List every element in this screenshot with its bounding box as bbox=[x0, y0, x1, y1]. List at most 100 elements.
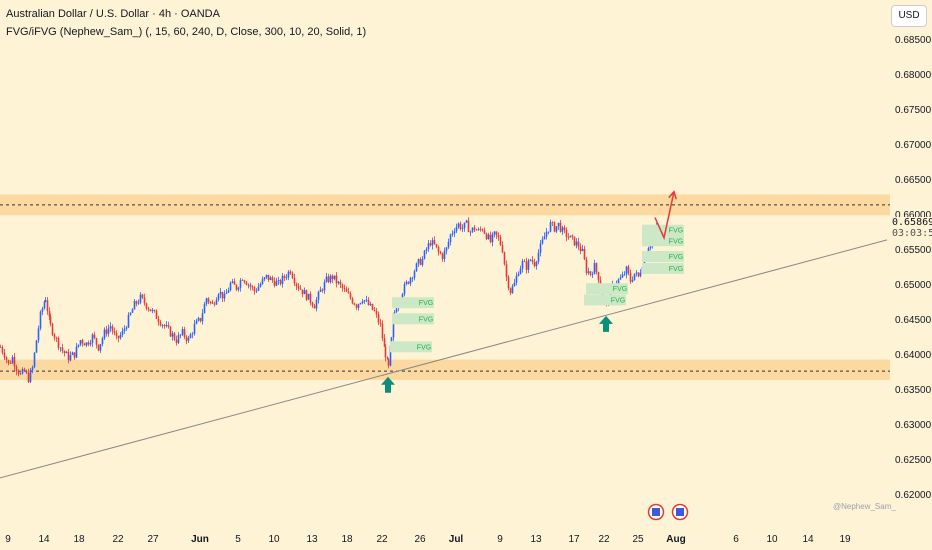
candle-body bbox=[65, 351, 68, 354]
candle-body bbox=[87, 342, 90, 345]
fvg-labels: FVG FVG FVG FVG FVG FVG FVG FVG FVG bbox=[390, 224, 684, 353]
indicator-legend[interactable]: FVG/iFVG (Nephew_Sam_) (, 15, 60, 240, D… bbox=[6, 26, 367, 38]
price-tick: 0.68000 bbox=[895, 70, 932, 81]
candle-body bbox=[13, 356, 16, 367]
candle-body bbox=[221, 291, 224, 299]
candle-body bbox=[187, 337, 190, 341]
candle-body bbox=[265, 274, 268, 278]
time-tick: 17 bbox=[568, 534, 580, 545]
candle-body bbox=[225, 292, 228, 294]
price-tick: 0.64500 bbox=[895, 315, 932, 326]
candle-body bbox=[387, 359, 390, 366]
candle-body bbox=[421, 258, 424, 265]
candle-body bbox=[99, 343, 102, 351]
candle-body bbox=[637, 272, 640, 277]
candle-body bbox=[475, 229, 478, 231]
fvg-box bbox=[642, 262, 684, 274]
candle-body bbox=[129, 312, 132, 315]
candle-body bbox=[577, 241, 580, 247]
candle-body bbox=[527, 260, 530, 270]
fvg-box bbox=[586, 283, 628, 295]
time-tick: 18 bbox=[73, 534, 85, 545]
candle-body bbox=[463, 222, 466, 229]
candle-body bbox=[46, 300, 49, 312]
candle-body bbox=[395, 308, 398, 313]
candle-body bbox=[139, 294, 142, 303]
candle-body bbox=[51, 323, 54, 335]
support-resistance-zones bbox=[0, 194, 890, 380]
candle-body bbox=[253, 287, 256, 292]
candle-body bbox=[473, 227, 476, 230]
time-tick: 25 bbox=[632, 534, 644, 545]
candle-body bbox=[165, 325, 168, 327]
candle-body bbox=[635, 272, 638, 274]
candle-body bbox=[471, 227, 474, 232]
candle-body bbox=[161, 324, 164, 326]
flag-icon bbox=[652, 508, 660, 516]
candle-body bbox=[207, 298, 210, 302]
candle-body bbox=[167, 325, 170, 327]
up-arrow-marker bbox=[381, 376, 395, 393]
time-tick: 13 bbox=[530, 534, 542, 545]
candle-body bbox=[489, 234, 492, 243]
candle-body bbox=[561, 227, 564, 232]
time-tick: 22 bbox=[598, 534, 610, 545]
time-axis[interactable]: 9 14 18 22 27 Jun 5 10 13 18 22 26 Jul 9 13 17 22 25 Aug 6 1… bbox=[0, 530, 932, 550]
candle-body bbox=[213, 303, 216, 305]
candle-body bbox=[367, 299, 370, 305]
candle-body bbox=[235, 284, 238, 290]
candle-body bbox=[497, 235, 500, 237]
price-tick: 0.67000 bbox=[895, 140, 932, 151]
price-axis[interactable]: 0.68500 0.68000 0.67500 0.67000 0.66500 0.660… bbox=[890, 0, 932, 530]
bar-countdown: 03:03:55 bbox=[892, 228, 932, 239]
fvg-label: FVG bbox=[669, 228, 683, 235]
candle-body bbox=[127, 314, 130, 328]
candle-body bbox=[19, 373, 22, 375]
candle-body bbox=[279, 280, 282, 284]
candle-body bbox=[71, 352, 74, 355]
currency-button[interactable]: USD bbox=[891, 5, 927, 27]
candle-body bbox=[289, 271, 292, 274]
candle-body bbox=[25, 371, 28, 373]
candle-body bbox=[433, 240, 436, 245]
candle-body bbox=[303, 290, 306, 295]
candle-body bbox=[329, 275, 332, 283]
candle-body bbox=[259, 284, 262, 287]
candle-body bbox=[517, 273, 520, 276]
time-tick: Jul bbox=[449, 534, 464, 545]
candle-body bbox=[457, 223, 460, 228]
candle-body bbox=[483, 230, 486, 234]
candle-body bbox=[519, 268, 522, 274]
candle-body bbox=[477, 229, 480, 231]
candle-body bbox=[419, 259, 422, 265]
candle-body bbox=[531, 259, 534, 262]
candle-body bbox=[363, 300, 366, 302]
candle-body bbox=[325, 276, 328, 282]
candle-body bbox=[1, 347, 4, 353]
candle-body bbox=[243, 280, 246, 283]
candle-body bbox=[271, 277, 274, 281]
candle-body bbox=[103, 329, 106, 339]
candle-body bbox=[541, 239, 544, 244]
candle-body bbox=[323, 281, 326, 291]
candle-body bbox=[343, 288, 346, 289]
candle-body bbox=[547, 231, 550, 233]
candle-body bbox=[79, 340, 82, 345]
time-tick: 14 bbox=[802, 534, 814, 545]
candle-body bbox=[149, 309, 152, 312]
time-tick: 9 bbox=[5, 534, 11, 545]
candle-body bbox=[453, 231, 456, 234]
candle-body bbox=[505, 264, 508, 277]
candle-body bbox=[557, 222, 560, 227]
candle-body bbox=[95, 338, 98, 345]
flag-icon bbox=[676, 508, 684, 516]
candle-body bbox=[121, 330, 124, 335]
price-tick: 0.62000 bbox=[895, 490, 932, 501]
candle-body bbox=[239, 280, 242, 288]
candle-body bbox=[69, 354, 72, 361]
author-watermark: @Nephew_Sam_ bbox=[833, 502, 896, 511]
candle-body bbox=[255, 290, 258, 292]
candle-body bbox=[565, 229, 568, 238]
candle-body bbox=[377, 314, 380, 323]
